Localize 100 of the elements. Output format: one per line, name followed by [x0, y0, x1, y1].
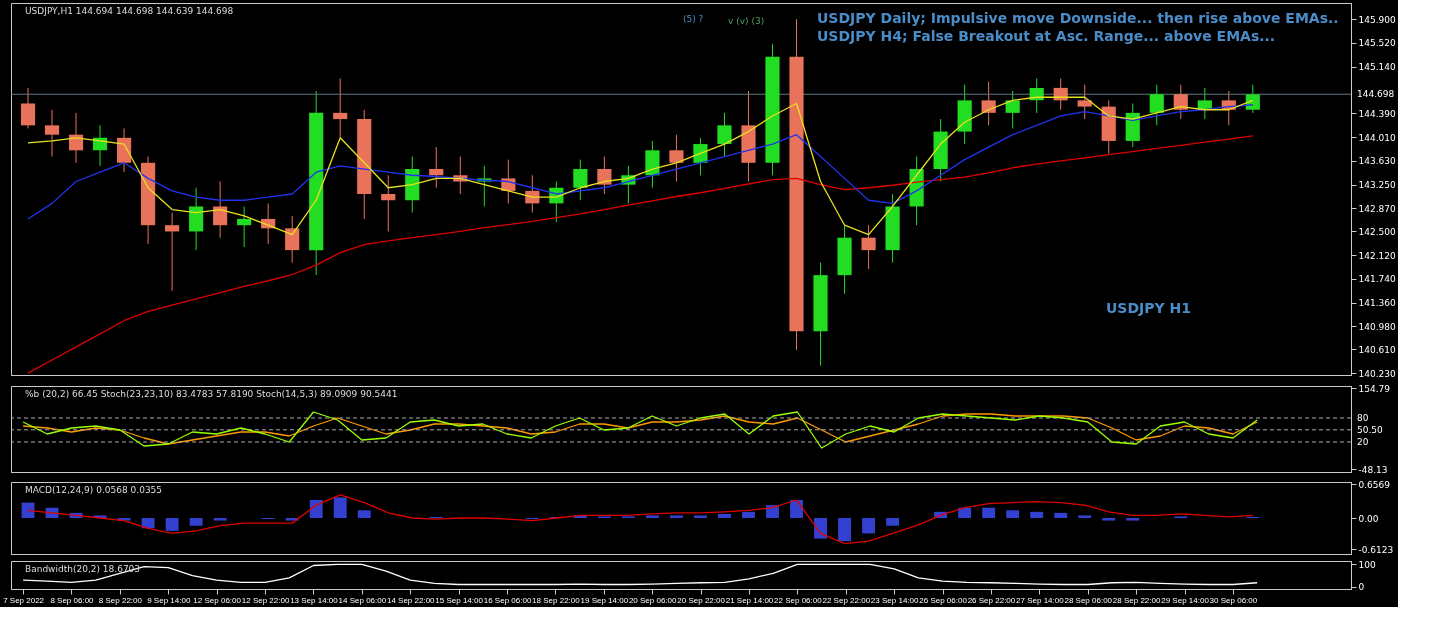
x-tick-label: 14 Sep 22:00 [386, 595, 436, 605]
bar [1078, 515, 1092, 518]
bar [333, 497, 347, 518]
y-tick-label: 141.740 [1358, 274, 1396, 285]
y-tick-label: 140.980 [1358, 321, 1396, 332]
candlestick [285, 215, 300, 264]
x-tick-label: 19 Sep 14:00 [580, 595, 629, 605]
x-tick-label: 8 Sep 06:00 [50, 595, 95, 605]
x-tick-label: 28 Sep 06:00 [1064, 595, 1113, 605]
bar [645, 515, 659, 518]
x-tick-label: 30 Sep 06:00 [1209, 595, 1258, 605]
bar [718, 513, 731, 518]
x-tick-label: 26 Sep 06:00 [919, 595, 968, 605]
line-series [27, 135, 1254, 374]
x-tick-label: 20 Sep 22:00 [677, 595, 726, 605]
candlestick [213, 181, 228, 239]
chart-title: MACD(12,24,9) 0.0568 0.0355 [25, 485, 163, 495]
x-tick-label: 13 Sep 14:00 [290, 595, 339, 605]
chart-title: %b (20,2) 66.45 Stoch(23,23,10) 83.4783 57.8190 Stoch(14,5,3) 89.0909 90.5441 [25, 389, 398, 399]
x-tick-label: 7 Sep 2022 [3, 595, 45, 605]
x-tick-label: 14 Sep 06:00 [338, 595, 387, 605]
candlestick [429, 146, 444, 189]
candlestick [861, 224, 876, 270]
candlestick [1077, 84, 1092, 120]
y-tick-label: -48.13 [1358, 464, 1388, 475]
annotation: (5) ? [683, 14, 704, 24]
bar [694, 515, 707, 518]
bar [790, 500, 803, 518]
line-series [27, 494, 1254, 545]
y-tick-label: 144.390 [1358, 108, 1396, 119]
candlestick [1173, 84, 1188, 120]
x-tick-label: 27 Sep 14:00 [1016, 595, 1065, 605]
x-tick-label: 8 Sep 22:00 [98, 595, 143, 605]
candlestick [1245, 84, 1260, 114]
line-series [22, 563, 1258, 586]
bar [309, 500, 323, 518]
bar [862, 518, 876, 534]
y-tick-label: 141.360 [1358, 298, 1396, 309]
ref-line-label: 50.50 [1357, 424, 1384, 435]
bar [742, 511, 755, 518]
bar [1006, 510, 1020, 518]
y-tick-label: 145.900 [1358, 14, 1396, 25]
bar [886, 518, 900, 526]
ref-line-label: 20 [1357, 437, 1369, 447]
x-tick-label: 26 Sep 22:00 [967, 595, 1016, 605]
y-tick-label: 145.140 [1358, 62, 1396, 73]
bar [357, 510, 371, 518]
y-tick-label: 144.010 [1358, 132, 1396, 143]
x-tick-label: 16 Sep 06:00 [483, 595, 532, 605]
bar [1030, 511, 1044, 518]
candlestick [333, 78, 348, 139]
y-tick-label: 143.250 [1358, 180, 1396, 191]
y-tick-label: -0.6123 [1358, 544, 1394, 555]
bar [141, 518, 155, 529]
y-tick-label: 0 [1358, 582, 1365, 593]
bar [838, 518, 851, 542]
x-tick-label: 28 Sep 22:00 [1112, 595, 1161, 605]
y-tick-label: 100 [1358, 559, 1376, 570]
bar [1126, 518, 1140, 521]
x-tick-label: 12 Sep 06:00 [193, 595, 242, 605]
y-tick-label: 140.230 [1358, 368, 1396, 379]
x-tick-label: 29 Sep 14:00 [1161, 595, 1210, 605]
annotation: USDJPY Daily; Impulsive move Downside... then rise above EMAs.. [817, 10, 1339, 26]
candlestick [165, 212, 180, 292]
candlestick [1149, 84, 1164, 126]
x-tick-label: 23 Sep 14:00 [870, 595, 920, 605]
x-tick-label: 12 Sep 22:00 [241, 595, 290, 605]
candlestick [981, 81, 996, 126]
bar [1054, 512, 1068, 518]
chart-title: USDJPY,H1 144.694 144.698 144.639 144.698 [25, 6, 234, 16]
x-tick-label: 22 Sep 22:00 [822, 595, 871, 605]
x-tick-label: 22 Sep 06:00 [774, 595, 823, 605]
y-tick-label: 145.520 [1358, 38, 1396, 49]
x-tick-label: 21 Sep 14:00 [725, 595, 774, 605]
y-tick-label: 140.610 [1358, 344, 1396, 355]
x-tick-label: 9 Sep 14:00 [147, 595, 191, 605]
y-tick-label: 142.120 [1358, 250, 1396, 261]
bar [669, 515, 683, 518]
bar [958, 507, 972, 518]
annotation: USDJPY H1 [1106, 300, 1192, 316]
x-tick-label: 20 Sep 06:00 [628, 595, 678, 605]
y-tick-label: 154.79 [1358, 383, 1391, 394]
y-tick-label: 0.00 [1358, 513, 1379, 524]
candlestick [573, 159, 588, 201]
y-tick-label: 142.870 [1358, 203, 1396, 214]
bar [213, 518, 227, 521]
bar [814, 518, 827, 539]
bar [1102, 518, 1116, 521]
bar [165, 518, 179, 531]
x-tick-label: 15 Sep 14:00 [435, 595, 484, 605]
y-tick-label: 0.6569 [1358, 479, 1391, 490]
candlestick [237, 205, 252, 248]
annotation: USDJPY H4; False Breakout at Asc. Range... above EMAs... [817, 28, 1276, 44]
candlestick [1005, 90, 1020, 129]
candlestick [717, 112, 732, 158]
candlestick [693, 137, 708, 176]
x-tick-label: 18 Sep 22:00 [532, 595, 581, 605]
ref-line-label: 80 [1357, 413, 1369, 423]
candlestick [381, 174, 396, 232]
bar [982, 507, 996, 518]
